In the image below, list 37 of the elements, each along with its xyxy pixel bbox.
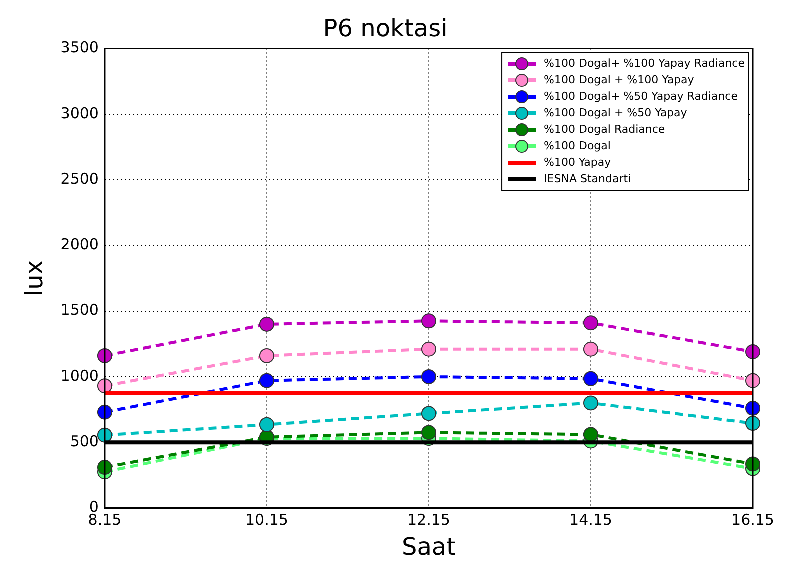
legend-label: %100 Dogal Radiance: [544, 122, 666, 136]
chart-title: P6 noktasi: [323, 14, 448, 43]
point: [259, 417, 274, 432]
legend-label: %100 Dogal+ %100 Yapay Radiance: [544, 56, 746, 70]
point: [421, 369, 436, 384]
legend-label: %100 Dogal + %50 Yapay: [544, 106, 688, 120]
point: [421, 342, 436, 357]
legend-label: %100 Dogal + %100 Yapay: [544, 73, 695, 86]
x-tick-label: 8.15: [88, 511, 122, 530]
y-axis-title: lux: [20, 260, 49, 297]
point: [583, 316, 598, 331]
x-tick-label: 10.15: [246, 511, 288, 530]
x-tick-label: 16.15: [732, 511, 774, 530]
point: [421, 425, 436, 440]
y-tick-label: 2000: [60, 236, 99, 254]
point: [421, 406, 436, 422]
point: [583, 371, 598, 386]
y-tick-label: 3000: [60, 104, 99, 122]
x-axis-title: Saat: [402, 532, 456, 561]
y-tick-label: 500: [70, 432, 99, 450]
y-tick-label: 3500: [60, 38, 99, 57]
point: [583, 396, 598, 411]
x-tick-label: 14.15: [570, 511, 612, 530]
point: [259, 316, 274, 332]
legend-label: %100 Dogal: [544, 139, 611, 152]
point: [259, 348, 274, 364]
y-tick-label: 1500: [60, 301, 99, 320]
point: [583, 342, 598, 357]
point: [583, 427, 598, 442]
point: [259, 373, 274, 388]
legend-label: %100 Yapay: [544, 156, 612, 169]
y-tick-label: 1000: [60, 366, 99, 385]
y-tick-label: 2500: [60, 170, 99, 188]
legend-label: IESNA Standarti: [544, 172, 632, 186]
legend-label: %100 Dogal+ %50 Yapay Radiance: [544, 90, 738, 103]
x-tick-label: 12.15: [408, 511, 450, 530]
point: [421, 314, 436, 329]
